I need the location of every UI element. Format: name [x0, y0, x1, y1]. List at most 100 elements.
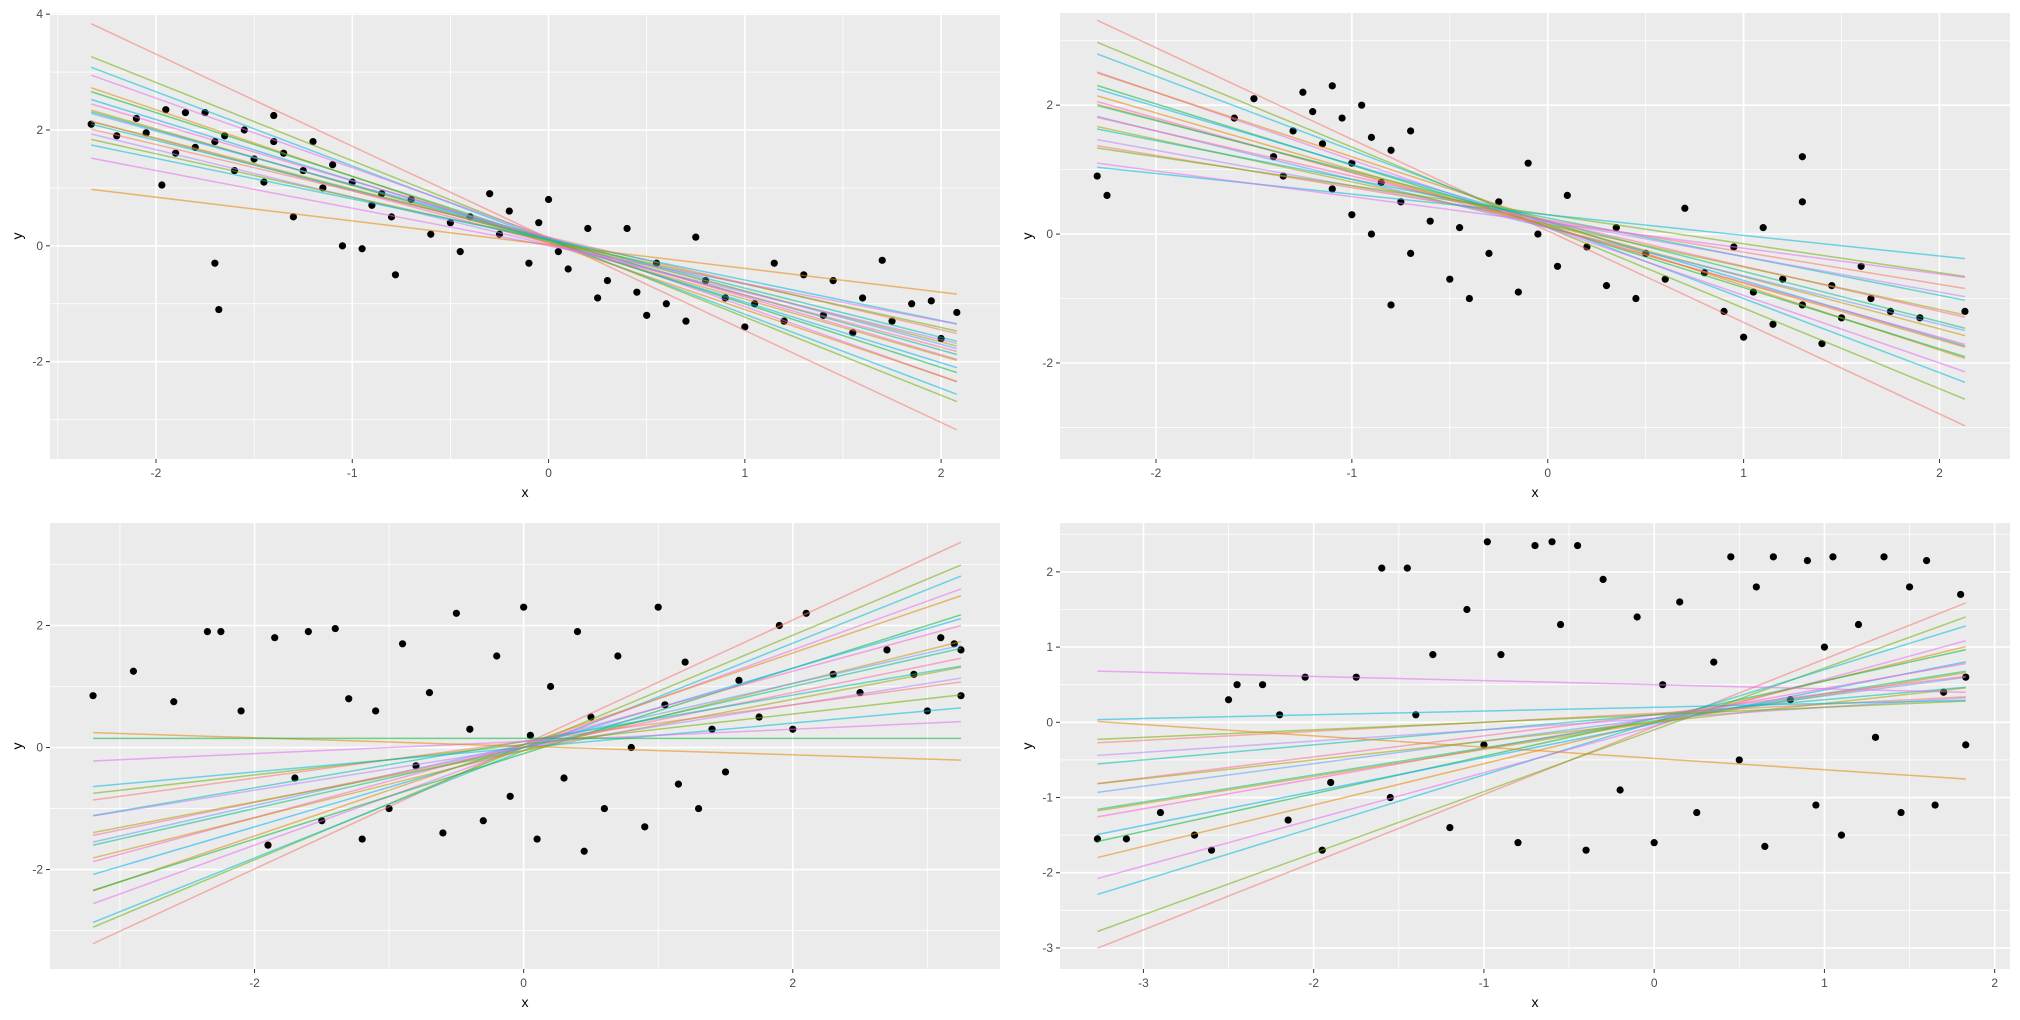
data-point [594, 294, 602, 302]
plot-area [1093, 538, 1970, 949]
data-point [271, 634, 279, 642]
data-point [338, 242, 347, 250]
plot-area [87, 23, 961, 431]
panel-1: -2 -1 0 1 2 -2 0 2 4 x y [9, 7, 1000, 500]
data-point [1514, 839, 1522, 847]
data-point [1284, 816, 1292, 824]
data-point [1318, 140, 1327, 148]
x-tick-label: 0 [545, 466, 552, 480]
data-point [1871, 733, 1880, 741]
data-point [439, 829, 447, 837]
data-point [1798, 153, 1806, 161]
regression-line [1097, 138, 1966, 298]
regression-line [91, 123, 958, 343]
data-point [682, 317, 690, 325]
y-tick-label: 0 [36, 239, 43, 253]
regression-line [93, 720, 962, 762]
data-point [1769, 320, 1777, 328]
data-point [1798, 198, 1806, 206]
data-point [1387, 146, 1395, 154]
regression-line [1097, 162, 1966, 279]
data-point [692, 233, 700, 241]
y-tick-label: 4 [36, 7, 43, 21]
data-point [129, 667, 138, 675]
data-point [1650, 839, 1658, 847]
y-axis-title: y [9, 233, 25, 240]
regression-line [91, 144, 957, 325]
data-point [1727, 553, 1735, 561]
x-tick-label: 1 [1740, 466, 1747, 480]
data-point [741, 323, 749, 331]
panel-3: -2 0 2 -2 0 2 x y [9, 523, 1000, 1010]
data-point [953, 308, 961, 317]
y-tick-label: 2 [36, 123, 43, 137]
data-point [1957, 590, 1965, 599]
data-point [1599, 575, 1607, 584]
data-point [770, 259, 778, 267]
data-point [1122, 835, 1130, 843]
data-point [304, 628, 312, 636]
data-point [643, 311, 651, 319]
data-point [181, 109, 190, 117]
data-point [1299, 88, 1307, 96]
data-point [505, 207, 513, 215]
data-point [937, 634, 945, 642]
data-point [1463, 605, 1471, 614]
data-point [1829, 553, 1837, 561]
data-point [1534, 230, 1542, 238]
data-point [1301, 673, 1309, 681]
y-tick-label: -2 [1042, 866, 1053, 880]
data-point [1632, 294, 1640, 303]
y-tick-label: -2 [32, 863, 43, 877]
x-tick-label: 2 [1991, 976, 1998, 990]
data-point [1962, 741, 1970, 749]
data-point [1426, 217, 1434, 225]
data-point [203, 628, 212, 636]
regression-line [92, 707, 962, 788]
x-tick-label: 0 [520, 976, 527, 990]
data-point [1429, 651, 1437, 659]
data-point [427, 230, 435, 238]
data-point [1837, 831, 1846, 839]
data-point [1905, 583, 1914, 591]
data-point [345, 695, 353, 703]
data-point [721, 768, 730, 776]
data-point [1759, 224, 1767, 232]
regression-line [1097, 675, 1966, 785]
data-point [1250, 95, 1258, 103]
regression-line [1097, 602, 1967, 949]
regression-line [1097, 699, 1966, 721]
data-point [584, 224, 592, 233]
data-point [1854, 620, 1863, 629]
data-point [479, 817, 487, 825]
data-point [1616, 786, 1624, 794]
x-tick-label: 2 [938, 466, 945, 480]
data-point [1710, 658, 1718, 666]
data-point [633, 288, 641, 296]
data-point [309, 137, 317, 146]
y-tick-label: 2 [36, 619, 43, 633]
y-tick-label: -1 [1042, 791, 1053, 805]
data-point [957, 692, 965, 700]
data-point [1378, 564, 1386, 572]
data-point [560, 774, 568, 782]
data-point [580, 847, 588, 855]
regression-line [91, 133, 957, 345]
data-point [425, 689, 434, 697]
data-point [1455, 224, 1464, 232]
data-point [735, 676, 743, 685]
data-point [1740, 333, 1748, 341]
data-point [506, 792, 514, 800]
regression-line [91, 138, 957, 332]
data-point [554, 248, 562, 256]
regression-line [1097, 128, 1966, 302]
data-point [614, 652, 622, 660]
data-point [1258, 681, 1267, 689]
data-point [1602, 282, 1611, 290]
regression-line [1097, 616, 1966, 933]
x-tick-label: -1 [347, 466, 358, 480]
regression-line [1097, 700, 1966, 741]
data-point [372, 707, 380, 715]
data-point [641, 823, 649, 831]
